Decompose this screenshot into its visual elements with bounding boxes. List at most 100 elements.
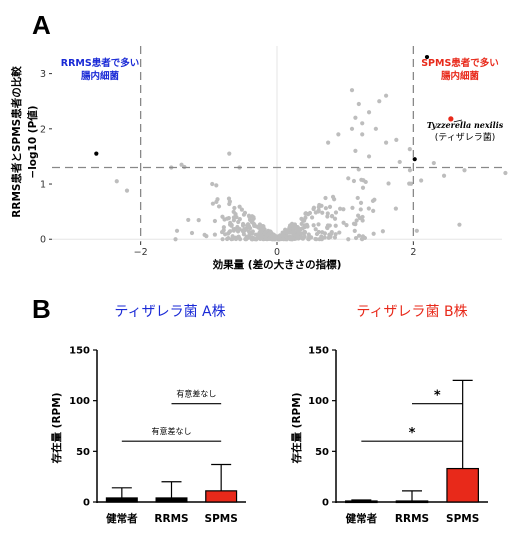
volcano-point [210,201,215,206]
volcano-point [296,226,301,231]
volcano-point [311,223,316,228]
volcano-point [237,204,242,209]
volcano-point [114,179,119,184]
volcano-point [327,223,332,228]
volcano-point [371,231,376,236]
volcano-point [300,226,305,231]
volcano-point [338,206,343,211]
volcano-point [329,231,334,237]
x-tick-label: 2 [410,247,416,258]
volcano-point [242,227,247,232]
volcano-point [357,233,362,238]
volcano-point [316,208,321,213]
volcano-point [220,237,225,242]
volcano-point [231,228,236,233]
bar [205,490,238,503]
bar [395,500,429,504]
volcano-point [377,99,382,104]
volcano-point [360,132,365,137]
y-tick-label: 2 [40,124,46,135]
volcano-point [305,224,310,229]
y-tick-label: 0 [83,498,90,509]
volcano-point [397,159,402,165]
volcano-point [333,223,338,228]
volcano-point [351,178,357,184]
volcano-plot: −2 0 2 0 1 2 3 RRMS患者で多い 腸内細菌 SPMS患者で多い 腸内細菌 T… [10,46,508,271]
volcano-point [202,232,207,238]
comparison-label: 有意差なし [152,426,192,436]
volcano-point [248,226,253,231]
bar [446,467,479,503]
volcano-point [380,229,385,234]
volcano-point [366,154,372,159]
volcano-point [224,216,230,221]
volcano-point [251,215,256,220]
comparison-label: * [409,426,416,441]
volcano-point [173,237,178,242]
volcano-point [237,227,242,232]
volcano-point [225,236,230,242]
y-tick-label: 150 [69,346,90,357]
volcano-point [322,235,327,240]
volcano-point [293,225,298,230]
bar [345,500,378,504]
volcano-point [295,235,301,240]
volcano-point [216,204,222,209]
category-label: 健常者 [106,512,138,525]
volcano-point [307,210,313,216]
volcano-point [320,230,325,235]
volcano-point [260,227,266,232]
volcano-point [354,218,359,223]
volcano-point [302,230,307,235]
volcano-point [360,121,365,126]
x-tick-label: 0 [274,247,280,258]
volcano-point [179,162,184,167]
volcano-point [292,229,297,235]
y-tick-label: 3 [40,69,46,80]
volcano-point [353,235,359,241]
volcano-point [287,225,292,230]
volcano-point [237,237,243,242]
category-label: RRMS [395,513,429,525]
volcano-point [333,210,339,215]
volcano-point [366,110,372,115]
volcano-point [336,132,341,137]
y-tick-label: 0 [40,235,46,246]
bar-chart-a-title: ティザレラ菌 A株 [114,304,225,320]
volcano-point [366,206,371,211]
volcano-point [249,237,254,242]
volcano-point [316,222,321,227]
volcano-point [307,234,312,239]
panel-b-label: B [32,294,51,324]
y-tick-label: 1 [40,180,46,191]
volcano-point [407,147,412,152]
volcano-y-axis-title-2: −log10 (P値) [26,105,39,178]
significant-point [412,157,417,162]
volcano-point [327,204,333,209]
volcano-point [359,177,364,182]
volcano-point [212,232,218,237]
y-tick-label: 100 [69,396,90,407]
volcano-point [441,173,447,178]
volcano-point [265,232,271,237]
volcano-point [234,215,239,220]
volcano-point [244,223,250,228]
volcano-point [349,126,355,131]
volcano-point [247,214,252,220]
volcano-point [332,197,337,202]
volcano-point [232,205,237,211]
category-label: SPMS [446,513,479,525]
annotation-right-line1: SPMS患者で多い [421,57,499,69]
volcano-point [346,237,351,242]
volcano-point [243,236,249,241]
volcano-y-axis-title-1: RRMS患者とSPMS患者の比較 [10,66,23,218]
bar-chart-b-y-axis-title: 存在量 (RPM) [290,393,303,464]
volcano-point [124,188,130,193]
volcano-point [333,232,338,237]
y-tick-label: 50 [76,447,90,458]
volcano-point [325,214,330,219]
volcano-point [212,218,218,224]
volcano-point [394,137,399,142]
volcano-point [299,236,305,241]
